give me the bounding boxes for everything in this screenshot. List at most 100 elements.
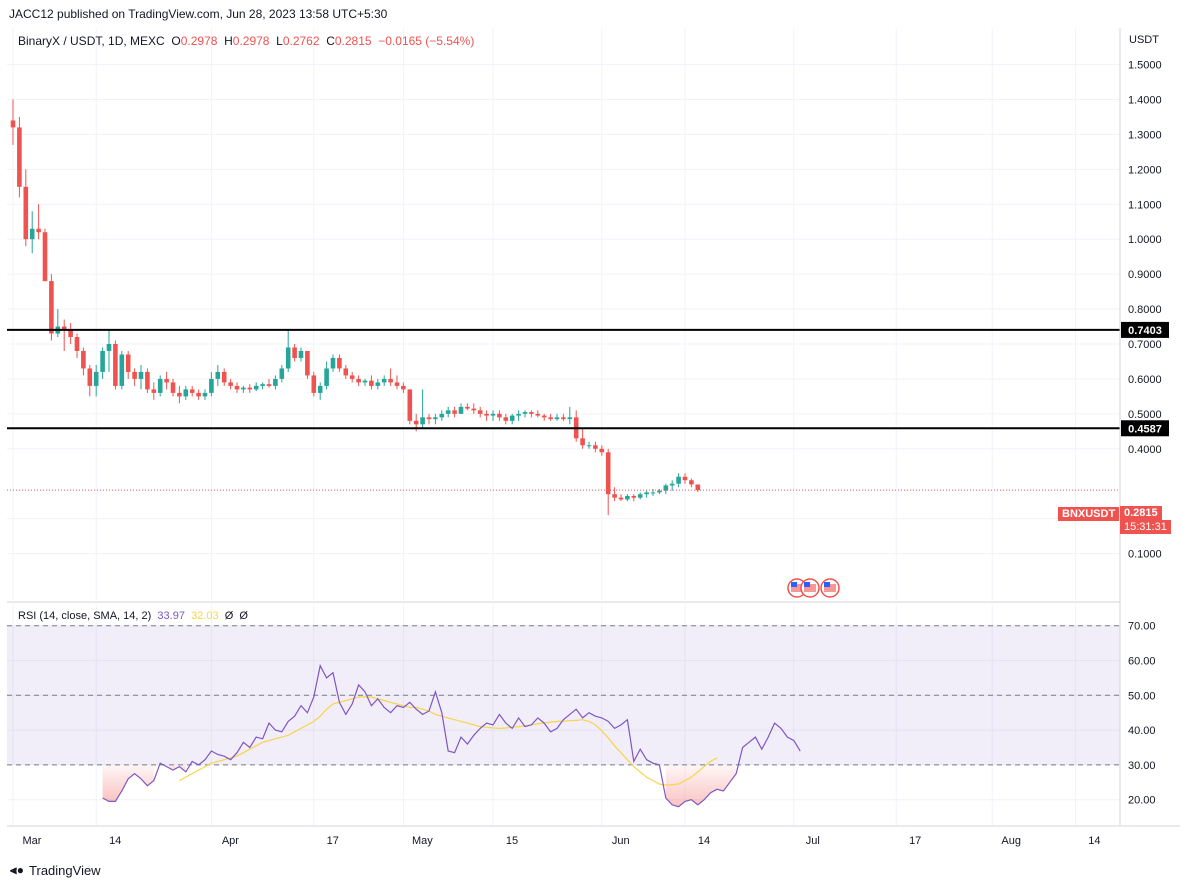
candle-body xyxy=(209,378,214,393)
price-tick-label[interactable]: 0.5000 xyxy=(1128,409,1162,421)
candle-body xyxy=(381,378,387,383)
price-tick-label[interactable]: 0.1000 xyxy=(1128,549,1162,561)
symbol-price-tag: BNXUSDT xyxy=(1058,507,1120,521)
candle-body xyxy=(138,371,144,379)
candle-body xyxy=(253,385,259,390)
low-value: 0.2762 xyxy=(282,34,320,48)
footer: ⫷● TradingView xyxy=(10,863,101,878)
candle-body xyxy=(426,417,432,420)
price-tick-label[interactable]: 1.1000 xyxy=(1128,199,1162,211)
time-tick-label[interactable]: Aug xyxy=(1001,835,1021,847)
candle-body xyxy=(682,476,688,481)
level-price-tag xyxy=(1121,420,1169,437)
candle-body xyxy=(279,368,285,379)
price-tick-label[interactable]: 0.9000 xyxy=(1128,269,1162,281)
symbol-name[interactable]: BinaryX / USDT, 1D, MEXC xyxy=(18,34,165,48)
price-tick-label[interactable]: 0.7000 xyxy=(1128,339,1162,351)
time-tick-label[interactable]: 17 xyxy=(327,835,339,847)
flag-canton xyxy=(804,582,810,587)
price-tick-label[interactable]: 1.2000 xyxy=(1128,164,1162,176)
time-tick-label[interactable]: 14 xyxy=(109,835,121,847)
candle-body xyxy=(541,415,547,418)
rsi-tick-label[interactable]: 30.00 xyxy=(1128,760,1156,772)
rsi-oversold-fill xyxy=(102,764,154,802)
candle-body xyxy=(362,380,368,383)
high-value: 0.2978 xyxy=(232,34,270,48)
price-tick-label[interactable]: 0.4000 xyxy=(1128,444,1162,456)
candle-body xyxy=(266,384,272,386)
candle-body xyxy=(337,357,342,369)
time-tick-label[interactable]: Jul xyxy=(806,835,820,847)
footer-brand: TradingView xyxy=(29,863,101,878)
price-tick-label[interactable]: 1.4000 xyxy=(1128,94,1162,106)
rsi-tick-label[interactable]: 20.00 xyxy=(1128,795,1156,807)
chart-frame xyxy=(7,28,1180,827)
candle-body xyxy=(177,392,182,397)
candle-body xyxy=(93,371,99,386)
us-flag-event-icon[interactable] xyxy=(820,578,840,598)
close-value: 0.2815 xyxy=(334,34,372,48)
candle-body xyxy=(125,354,131,372)
candle-body xyxy=(285,347,291,369)
candle-body xyxy=(157,378,163,393)
candle-body xyxy=(17,127,22,187)
candle-body xyxy=(599,448,605,453)
candle-body xyxy=(298,350,304,358)
time-tick-label[interactable]: Jun xyxy=(612,835,630,847)
price-tick-label[interactable]: 1.3000 xyxy=(1128,129,1162,141)
candle-body xyxy=(477,410,483,414)
price-tick-label[interactable]: 0.8000 xyxy=(1128,304,1162,316)
rsi-tick-label[interactable]: 50.00 xyxy=(1128,690,1156,702)
candle-body xyxy=(113,343,118,386)
last-price-tag: 0.2815 xyxy=(1120,506,1162,520)
candle-body xyxy=(61,326,67,331)
candle-body xyxy=(529,412,534,414)
rsi-line xyxy=(102,663,801,808)
rsi-tick-label[interactable]: 60.00 xyxy=(1128,656,1156,668)
candle-body xyxy=(343,368,349,376)
level-price-label: 0.7403 xyxy=(1128,325,1162,337)
time-tick-label[interactable]: 14 xyxy=(698,835,710,847)
rsi-value: 33.97 xyxy=(157,610,185,622)
candle-body xyxy=(196,392,201,397)
close-label: C xyxy=(326,34,335,48)
time-tick-label[interactable]: Apr xyxy=(222,835,239,847)
rsi-axis-ticks[interactable]: 70.00 60.00 50.00 40.00 30.00 20.00 xyxy=(1128,621,1156,807)
candle-body xyxy=(132,371,137,379)
economic-events[interactable] xyxy=(787,578,840,598)
candle-body xyxy=(23,186,29,240)
candle-body xyxy=(234,385,240,390)
candle-body xyxy=(420,417,425,425)
time-tick-label[interactable]: May xyxy=(412,835,433,847)
candle-body xyxy=(413,420,419,425)
price-axis-ticks[interactable]: 1.5000 1.4000 1.3000 1.2000 1.1000 1.0000 0.90… xyxy=(1128,60,1162,561)
rsi-tick-label[interactable]: 40.00 xyxy=(1128,725,1156,737)
bar-countdown: 15:31:31 xyxy=(1120,520,1171,534)
candle-body xyxy=(317,385,323,393)
time-tick-label[interactable]: Mar xyxy=(23,835,42,847)
candle-body xyxy=(68,330,73,338)
rsi-tick-label[interactable]: 70.00 xyxy=(1128,621,1156,633)
time-axis-ticks[interactable]: Mar 14 Apr 17 May 15 Jun 14 Jul 17 Aug 14 xyxy=(23,835,1101,847)
rsi-title[interactable]: RSI (14, close, SMA, 14, 2) xyxy=(18,610,152,622)
candle-body xyxy=(74,337,80,351)
candle-body xyxy=(522,412,528,414)
candle-body xyxy=(388,378,393,383)
candle-body xyxy=(663,485,669,491)
rsi-empty-value-1: Ø xyxy=(224,610,234,622)
candle-body xyxy=(605,452,611,495)
candle-body xyxy=(202,392,208,397)
candle-body xyxy=(401,385,406,390)
horizontal-levels[interactable] xyxy=(7,328,1120,430)
price-tick-label[interactable]: 1.0000 xyxy=(1128,234,1162,246)
time-tick-label[interactable]: 15 xyxy=(506,835,518,847)
us-flag-event-icon[interactable] xyxy=(800,578,820,598)
time-tick-label[interactable]: 17 xyxy=(909,835,921,847)
candle-body xyxy=(561,417,566,420)
time-tick-label[interactable]: 14 xyxy=(1088,835,1100,847)
high-label: H xyxy=(224,34,233,48)
candle-body xyxy=(465,406,470,409)
candle-body xyxy=(593,445,598,449)
price-tick-label[interactable]: 1.5000 xyxy=(1128,60,1162,72)
price-tick-label[interactable]: 0.6000 xyxy=(1128,374,1162,386)
